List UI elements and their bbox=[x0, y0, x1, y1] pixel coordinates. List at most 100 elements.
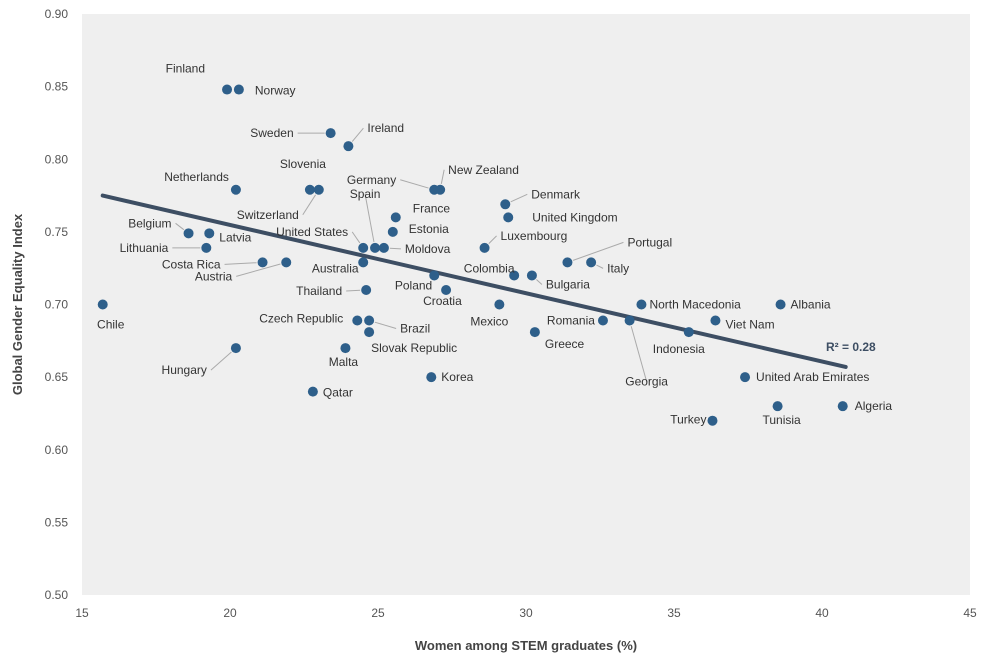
point-label-slovenia: Slovenia bbox=[280, 157, 326, 171]
point-label-tunisia: Tunisia bbox=[762, 413, 801, 427]
point-albania bbox=[775, 299, 786, 310]
leader-line bbox=[572, 241, 624, 261]
point-label-norway: Norway bbox=[255, 84, 296, 98]
point-romania bbox=[597, 315, 608, 326]
r-squared-label: R² = 0.28 bbox=[826, 340, 876, 354]
point-algeria bbox=[837, 401, 848, 412]
point-greece bbox=[529, 327, 540, 338]
x-tick-label: 35 bbox=[667, 606, 681, 620]
point-label-georgia: Georgia bbox=[625, 374, 668, 388]
point-label-hungary: Hungary bbox=[162, 363, 207, 377]
point-korea bbox=[426, 372, 437, 383]
point-qatar bbox=[307, 386, 318, 397]
point-portugal bbox=[562, 257, 573, 268]
x-axis-ticks: 15 20 25 30 35 40 45 bbox=[75, 606, 977, 620]
point-label-france: France bbox=[413, 201, 451, 215]
point-lithuania bbox=[201, 242, 212, 253]
point-slovenia bbox=[304, 184, 315, 195]
point-label-netherlands: Netherlands bbox=[164, 170, 229, 184]
point-label-germany: Germany bbox=[347, 173, 396, 187]
point-ireland bbox=[343, 141, 354, 152]
point-label-chile: Chile bbox=[97, 318, 125, 332]
leader-line bbox=[440, 169, 445, 184]
point-georgia bbox=[624, 315, 635, 326]
point-label-korea: Korea bbox=[441, 370, 473, 384]
point-slovak-republic bbox=[364, 327, 375, 338]
point-moldova bbox=[378, 242, 389, 253]
point-new-zealand bbox=[435, 184, 446, 195]
leader-line bbox=[364, 193, 375, 243]
point-switzerland bbox=[313, 184, 324, 195]
y-tick-label: 0.55 bbox=[45, 515, 69, 529]
x-tick-label: 15 bbox=[75, 606, 89, 620]
point-label-poland: Poland bbox=[395, 278, 432, 292]
point-label-austria: Austria bbox=[195, 269, 233, 283]
point-north-macedonia bbox=[636, 299, 647, 310]
y-tick-label: 0.65 bbox=[45, 370, 69, 384]
x-tick-label: 40 bbox=[815, 606, 829, 620]
point-brazil bbox=[364, 315, 375, 326]
point-label-united-states: United States bbox=[276, 225, 348, 239]
point-label-italy: Italy bbox=[607, 261, 629, 275]
point-united-states bbox=[358, 242, 369, 253]
point-label-australia: Australia bbox=[312, 261, 359, 275]
point-chile bbox=[97, 299, 108, 310]
point-norway bbox=[233, 84, 244, 95]
point-czech-republic bbox=[352, 315, 363, 326]
x-tick-label: 25 bbox=[371, 606, 385, 620]
point-label-spain: Spain bbox=[350, 187, 381, 201]
leader-line bbox=[536, 279, 543, 285]
point-denmark bbox=[500, 199, 511, 210]
leader-line bbox=[630, 326, 648, 382]
point-tunisia bbox=[772, 401, 783, 412]
point-italy bbox=[586, 257, 597, 268]
point-mexico bbox=[494, 299, 505, 310]
point-label-colombia: Colombia bbox=[464, 261, 515, 275]
point-spain bbox=[370, 242, 381, 253]
point-label-croatia: Croatia bbox=[423, 294, 462, 308]
point-poland bbox=[429, 270, 440, 281]
point-luxembourg bbox=[479, 242, 490, 253]
point-label-greece: Greece bbox=[545, 337, 585, 351]
point-label-brazil: Brazil bbox=[400, 321, 430, 335]
point-label-thailand: Thailand bbox=[296, 284, 342, 298]
point-label-moldova: Moldova bbox=[405, 242, 451, 256]
point-latvia bbox=[204, 228, 215, 239]
point-label-viet-nam: Viet Nam bbox=[725, 317, 774, 331]
label-leader-lines bbox=[172, 127, 648, 382]
point-label-luxembourg: Luxembourg bbox=[501, 229, 568, 243]
point-colombia bbox=[509, 270, 520, 281]
y-tick-label: 0.70 bbox=[45, 298, 69, 312]
point-indonesia bbox=[683, 327, 694, 338]
point-label-finland: Finland bbox=[166, 62, 205, 76]
leader-line bbox=[175, 222, 185, 231]
point-croatia bbox=[441, 284, 452, 295]
y-tick-label: 0.90 bbox=[45, 7, 69, 21]
leader-line bbox=[596, 264, 604, 269]
point-turkey bbox=[707, 415, 718, 426]
leader-line bbox=[236, 263, 281, 277]
point-united-kingdom bbox=[503, 212, 514, 223]
point-australia bbox=[358, 257, 369, 268]
point-label-malta: Malta bbox=[329, 355, 359, 369]
leader-line bbox=[374, 321, 397, 329]
y-tick-label: 0.80 bbox=[45, 152, 69, 166]
point-label-qatar: Qatar bbox=[323, 386, 353, 400]
x-axis-label: Women among STEM graduates (%) bbox=[415, 638, 637, 653]
point-united-arab-emirates bbox=[740, 372, 751, 383]
point-thailand bbox=[361, 284, 372, 295]
data-points bbox=[97, 84, 848, 426]
point-label-portugal: Portugal bbox=[627, 235, 672, 249]
point-label-ireland: Ireland bbox=[367, 121, 404, 135]
x-tick-label: 45 bbox=[963, 606, 977, 620]
point-malta bbox=[340, 343, 351, 354]
y-axis-label: Global Gender Equality Index bbox=[10, 213, 25, 395]
leader-line bbox=[510, 193, 528, 203]
point-france bbox=[390, 212, 401, 223]
point-sweden bbox=[325, 128, 336, 139]
point-costa-rica bbox=[257, 257, 268, 268]
point-label-sweden: Sweden bbox=[250, 126, 293, 140]
y-tick-label: 0.50 bbox=[45, 588, 69, 602]
leader-line bbox=[389, 247, 401, 250]
